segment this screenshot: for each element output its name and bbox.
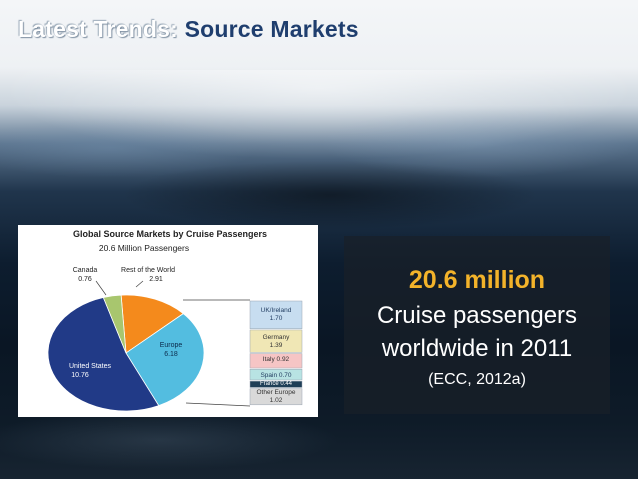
pie-slices [47, 294, 205, 412]
title-main: Source Markets [184, 16, 359, 42]
pie-slice-europe [125, 313, 205, 407]
europe-breakdown-bar [249, 300, 303, 406]
sky-glow [0, 70, 638, 160]
title-prefix: Latest Trends: [18, 16, 179, 42]
wave-highlight [0, 410, 340, 470]
stat-line-2: worldwide in 2011 [381, 335, 573, 362]
pie-chart: Global Source Markets by Cruise Passenge… [47, 229, 303, 412]
page-title: Latest Trends: Source Markets [18, 16, 359, 43]
stat-line-1: Cruise passengers [376, 302, 578, 329]
label-us-name: United States [69, 363, 112, 370]
label-canada-name: Canada [73, 267, 98, 274]
bar-segment-other-europe [249, 388, 303, 406]
stat-source: (ECC, 2012a) [428, 371, 526, 388]
pie-slice-rest-of-the-world [120, 294, 184, 354]
label-other-value: 1.02 [270, 397, 283, 404]
label-row-value: 2.91 [149, 276, 163, 283]
label-row-name: Rest of the World [121, 267, 175, 274]
bar-segment-italy [249, 353, 303, 369]
chart-panel: Global Source Markets by Cruise Passenge… [18, 225, 318, 417]
bar-segment-germany [249, 329, 303, 353]
leader-line [95, 280, 107, 296]
chart-subtitle: 20.6 Million Passengers [99, 243, 189, 253]
label-europe-name: Europe [160, 342, 183, 349]
label-spain: Spain 0.70 [260, 372, 291, 379]
connector-line [185, 402, 251, 407]
label-france: France 0.44 [260, 381, 293, 387]
label-us-value: 10.76 [71, 372, 89, 379]
label-other-name: Other Europe [256, 389, 295, 396]
bar-segment-spain [249, 368, 303, 381]
wave-shadow [120, 160, 540, 230]
stats-panel: 20.6 million Cruise passengers worldwide… [344, 236, 610, 414]
label-germany-name: Germany [263, 334, 290, 341]
label-europe-value: 6.18 [164, 351, 178, 358]
chart-title: Global Source Markets by Cruise Passenge… [73, 229, 267, 239]
label-canada-value: 0.76 [78, 276, 92, 283]
bar-segment-uk-ireland [249, 300, 303, 329]
leader-line [135, 280, 144, 288]
stat-highlight: 20.6 million [408, 266, 546, 294]
bar-segment-france [249, 380, 303, 388]
pie-slice-canada [102, 294, 127, 354]
wave-highlight [320, 108, 638, 178]
label-germany-value: 1.39 [270, 342, 283, 349]
label-uk-name: UK/Ireland [261, 307, 292, 314]
label-uk-value: 1.70 [270, 315, 283, 322]
pie-slice-united-states [47, 297, 160, 412]
wave-highlight [0, 118, 260, 178]
label-italy: Italy 0.92 [263, 356, 290, 363]
